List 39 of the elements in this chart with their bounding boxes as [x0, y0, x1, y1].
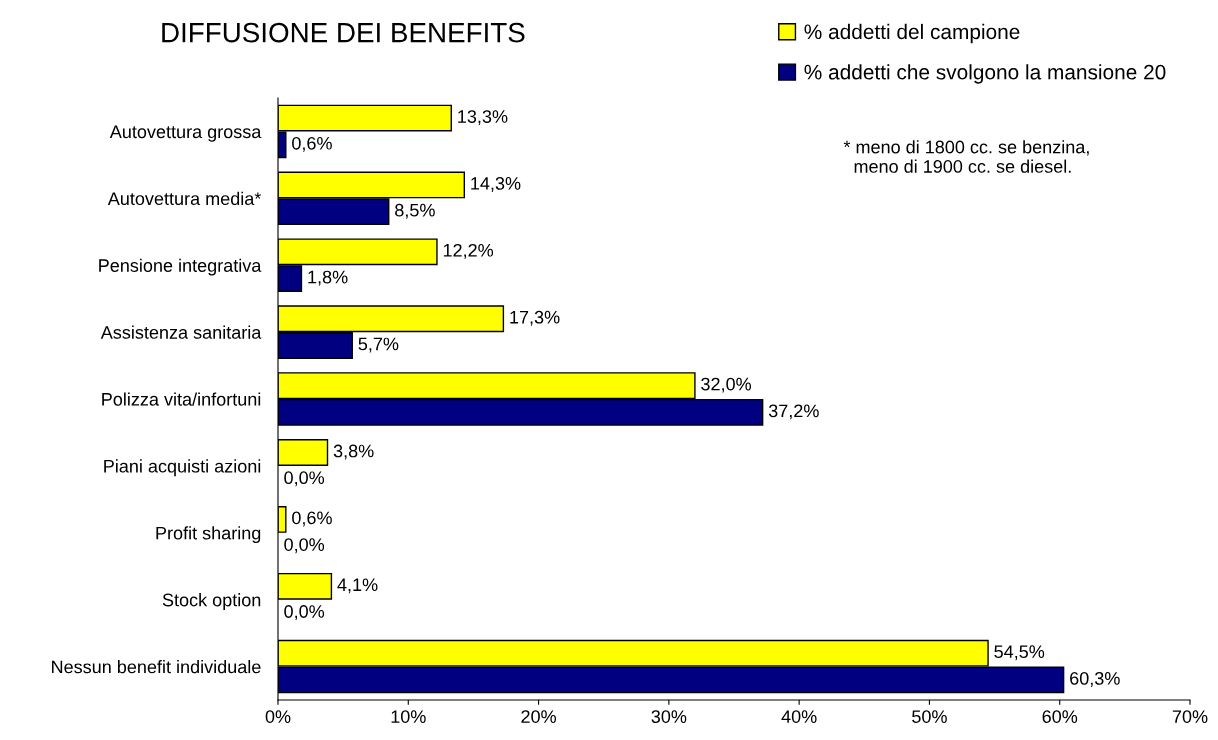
data-label: 54,5% [994, 645, 1045, 661]
y-tick-label: Profit sharing [156, 526, 261, 544]
data-label: 3,8% [333, 444, 374, 460]
annotation: * meno di 1800 cc. se benzina, meno di 1900 cc. se diesel. [843, 140, 1089, 173]
data-label: 14,3% [471, 177, 521, 192]
y-tick-label: Assistenza sanitaria [100, 325, 262, 339]
data-label: 37,2% [768, 404, 819, 420]
data-label: 0,0% [284, 538, 325, 554]
x-tick-label: 50% [912, 710, 947, 723]
data-label: 0,6% [292, 136, 332, 152]
data-label: 13,3% [458, 110, 508, 126]
x-tick-label: 30% [651, 710, 687, 723]
legend-label: % addetti del campione [804, 23, 1020, 44]
x-tick-label: 10% [391, 710, 426, 723]
x-tick-label: 20% [521, 710, 556, 723]
y-tick-label: Autovettura media* [107, 191, 262, 206]
data-label: 60,3% [1070, 671, 1120, 687]
data-label: 8,5% [395, 203, 435, 219]
data-label: 32,0% [701, 377, 752, 393]
y-tick-label: Nessun benefit individuale [52, 660, 261, 674]
y-tick-label: Autovettura grossa [109, 125, 262, 142]
x-tick-label: 40% [781, 710, 817, 723]
chart-title: DIFFUSIONE DEI BENEFITS [162, 22, 525, 43]
y-tick-label: Pensione integrativa [99, 258, 262, 276]
x-tick-label: 0% [265, 710, 291, 723]
data-label: 0,0% [284, 471, 325, 487]
data-label: 1,8% [308, 270, 348, 286]
data-label: 12,2% [443, 243, 494, 259]
data-label: 4,1% [337, 578, 378, 594]
y-tick-label: Polizza vita/infortuni [102, 392, 261, 406]
y-tick-label: Stock option [162, 593, 261, 610]
x-tick-label: 60% [1042, 710, 1078, 723]
data-label: 17,3% [510, 310, 560, 326]
data-label: 5,7% [358, 337, 399, 353]
data-label: 0,0% [284, 605, 325, 621]
y-tick-label: Piani acquisti azioni [104, 459, 261, 477]
x-tick-label: 70% [1172, 710, 1208, 723]
data-label: 0,6% [292, 511, 332, 527]
legend-label: % addetti che svolgono la mansione 20 [804, 64, 1166, 84]
